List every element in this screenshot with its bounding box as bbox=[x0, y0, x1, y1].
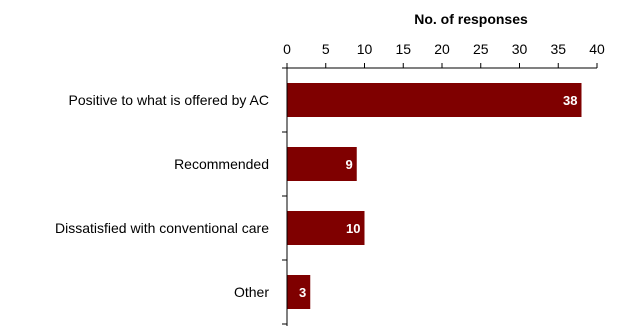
y-axis bbox=[282, 67, 288, 326]
x-tick-label: 35 bbox=[550, 41, 566, 57]
x-axis-title: No. of responses bbox=[414, 11, 528, 27]
x-tick-label: 15 bbox=[395, 41, 411, 57]
bars: 38 9 10 3 bbox=[287, 83, 582, 309]
x-tick-label: 10 bbox=[357, 41, 373, 57]
category-labels: Positive to what is offered by AC Recomme… bbox=[55, 92, 269, 300]
bar-value-label: 10 bbox=[346, 221, 360, 236]
x-tick-label: 5 bbox=[322, 41, 330, 57]
bar bbox=[287, 211, 365, 245]
x-axis: 0 5 10 15 20 25 30 35 40 bbox=[283, 41, 605, 69]
x-tick-label: 20 bbox=[434, 41, 450, 57]
x-tick-label: 30 bbox=[512, 41, 528, 57]
category-label: Positive to what is offered by AC bbox=[68, 92, 269, 108]
x-tick-label: 25 bbox=[473, 41, 489, 57]
x-tick-label: 40 bbox=[589, 41, 605, 57]
bar-value-label: 9 bbox=[346, 157, 353, 172]
bar-value-label: 38 bbox=[563, 93, 577, 108]
category-label: Other bbox=[234, 284, 269, 300]
category-label: Dissatisfied with conventional care bbox=[55, 220, 269, 236]
bar bbox=[287, 275, 311, 309]
bar bbox=[287, 147, 357, 181]
bar bbox=[287, 83, 582, 117]
category-label: Recommended bbox=[174, 156, 269, 172]
x-tick-label: 0 bbox=[283, 41, 291, 57]
bar-value-label: 3 bbox=[299, 285, 306, 300]
